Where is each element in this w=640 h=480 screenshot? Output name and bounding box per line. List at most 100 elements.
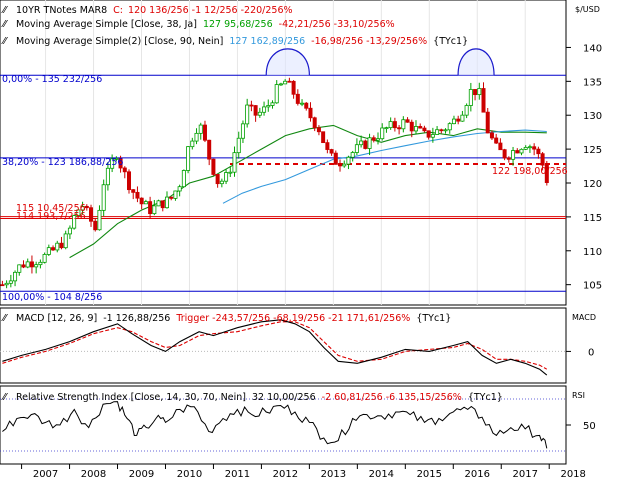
time-tick-label: 2015 [417, 469, 442, 480]
candle-body [207, 139, 212, 160]
price-tick-label: 140 [583, 43, 602, 54]
candle-body [253, 105, 258, 116]
candle-body [371, 137, 376, 141]
candle-body [266, 105, 271, 108]
candle-body [380, 127, 385, 140]
price-tick-label: 115 [583, 213, 602, 224]
candle-body [367, 137, 372, 149]
rsi-panel[interactable]: 50 RSI ⁄⁄ Relative Strength Index [Close… [0, 385, 596, 465]
candle-body [46, 247, 51, 255]
candle-body [164, 196, 169, 209]
candle-body [350, 152, 355, 158]
candle-body [63, 233, 68, 249]
candle-body [439, 129, 444, 132]
price-tick-label: 120 [583, 179, 602, 190]
candle-body [316, 127, 321, 133]
macd-trigger: Trigger -243,57/256 -68,19/256 -21 171,6… [175, 313, 410, 324]
candle-body [17, 264, 22, 273]
price-panel[interactable]: 105 110 115 120 125 130 135 140 $/USD ⁄⁄ 10YR T… [0, 0, 602, 306]
macd-lines [2, 319, 548, 376]
candle-body [519, 148, 524, 154]
candle-body [338, 163, 343, 167]
candle-body [460, 114, 465, 122]
price-tick-label: 130 [583, 111, 602, 122]
ma1-icon: ⁄⁄ [1, 19, 9, 30]
svg-text:Moving Average Simple(2) [Clos: Moving Average Simple(2) [Close, 90, Nei… [16, 36, 468, 47]
rsi-axis-label: RSI [572, 391, 585, 400]
candle-body [127, 171, 132, 191]
macd-line [2, 319, 548, 376]
candle-body [321, 131, 326, 144]
candle-body [215, 174, 220, 185]
candle-body [139, 197, 144, 205]
candle-body [515, 150, 520, 154]
candle-body [540, 153, 545, 166]
double-top-arc [265, 48, 310, 76]
candle-body [240, 123, 245, 139]
candle-body [224, 172, 229, 182]
ma2-change: -16,98/256 -13,29/256% [311, 36, 427, 47]
rsi-label: Relative Strength Index [Close, 14, 30, … [16, 392, 246, 403]
fib-label-0: 0,00% - 135 232/256 [2, 74, 102, 85]
candle-body [13, 271, 18, 282]
ma1-label: Moving Average Simple [Close, 38, Ja] [16, 19, 197, 30]
time-tick-label: 2009 [129, 469, 154, 480]
rsi-grid [0, 398, 566, 452]
macd-tick-label: 0 [588, 347, 594, 358]
svg-text:10YR TNotes MAR8 C:: 10YR TNotes MAR8 C: 120 136/256 -1 12/25… [16, 5, 293, 16]
rsi-value: 32 10,00/256 [252, 392, 316, 403]
candle-body [511, 150, 516, 160]
time-tick-label: 2014 [369, 469, 394, 480]
candle-body [219, 180, 224, 185]
rsi-line [2, 401, 548, 449]
candle-body [160, 200, 165, 209]
candle-body [114, 157, 119, 160]
candle-body [409, 121, 414, 132]
time-tick-label: 2011 [225, 469, 250, 480]
macd-icon: ⁄⁄ [1, 313, 9, 324]
candle-body [93, 220, 98, 231]
macd-value: -1 126,88/256 [103, 313, 170, 324]
candle-body [308, 107, 313, 119]
candle-body [312, 117, 317, 129]
candle-body [228, 171, 233, 174]
candle-body [447, 123, 452, 131]
price-y-axis: 105 110 115 120 125 130 135 140 [566, 43, 602, 292]
red-label-1: 115 10,45/256 [16, 203, 86, 214]
candle-body [270, 102, 275, 106]
candle-body [34, 264, 39, 268]
rsi-icon: ⁄⁄ [1, 392, 9, 403]
candle-body [148, 201, 153, 215]
macd-axis-label: MACD [572, 313, 596, 322]
candle-body [38, 261, 43, 266]
candle-body [76, 209, 81, 217]
trigger-line [2, 321, 548, 370]
candle-body [481, 88, 486, 113]
time-tick-label: 2008 [81, 469, 106, 480]
candle-body [523, 147, 528, 150]
ma1-value: 127 95,68/256 [203, 19, 273, 30]
candle-body [346, 156, 351, 165]
macd-panel[interactable]: 0 MACD ⁄⁄ MACD [12, 26, 9] -1 126,88/256… [0, 307, 596, 384]
candle-body [498, 142, 503, 151]
candle-body [430, 134, 435, 138]
ma2-line [222, 129, 547, 204]
time-tick-label: 2007 [33, 469, 58, 480]
candlesticks [0, 77, 549, 289]
header-icon: ⁄⁄ [1, 5, 9, 16]
close-prefix: C: [113, 5, 123, 16]
price-tick-label: 110 [583, 247, 602, 258]
candle-body [211, 158, 216, 175]
time-tick-label: 2013 [321, 469, 346, 480]
candle-body [198, 124, 203, 134]
candle-body [451, 118, 456, 125]
rsi-tag: {TYc1} [468, 392, 503, 403]
candle-body [388, 121, 393, 129]
candle-body [456, 118, 461, 122]
macd-y-axis: 0 [566, 347, 594, 358]
candle-body [262, 106, 267, 113]
red-label-2: 114 193,7/256 [16, 211, 86, 222]
candle-body [245, 104, 250, 125]
candle-body [278, 83, 283, 86]
